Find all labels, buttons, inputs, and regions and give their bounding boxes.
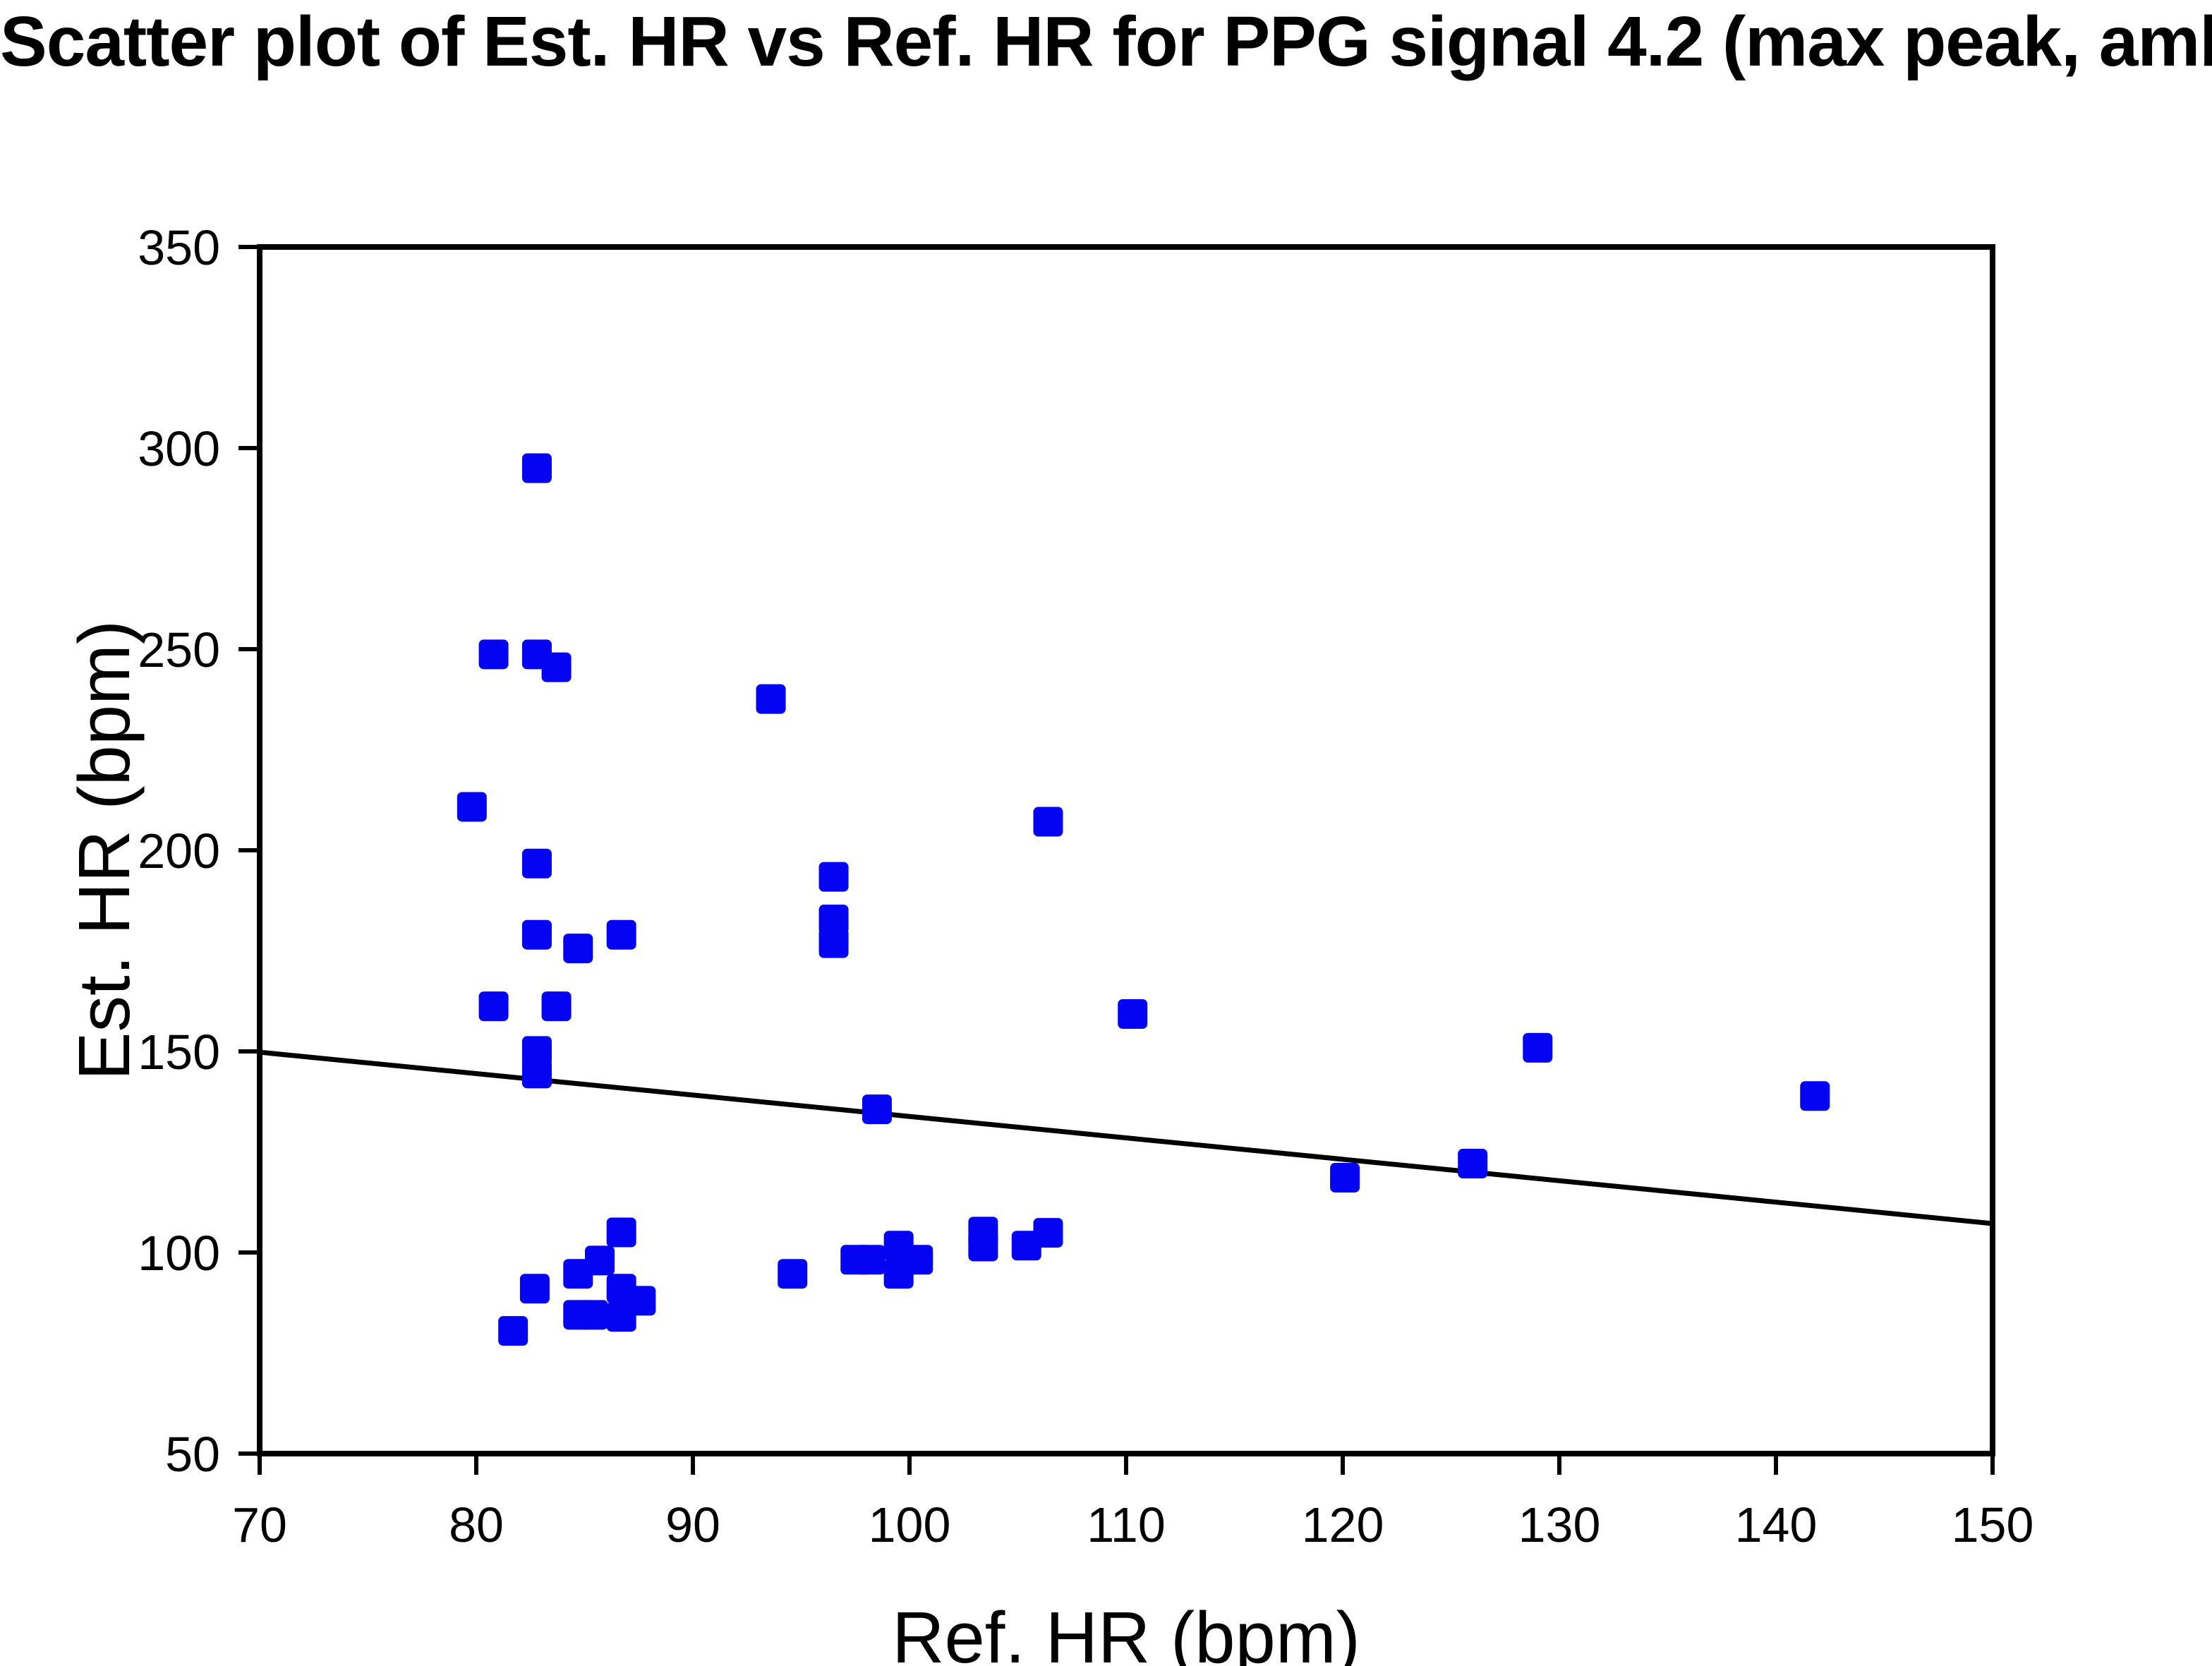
y-tick-label: 200 [138, 823, 220, 879]
scatter-point [1523, 1032, 1553, 1063]
scatter-point [1033, 807, 1063, 837]
scatter-point [606, 919, 636, 950]
scatter-point [903, 1245, 933, 1275]
scatter-point [457, 792, 487, 822]
x-axis-label: Ref. HR (bpm) [892, 1597, 1360, 1666]
scatter-point [778, 1259, 808, 1289]
y-axis-label: Est. HR (bpm) [64, 620, 145, 1081]
scatter-point [855, 1245, 886, 1275]
scatter-point [521, 1036, 552, 1066]
scatter-point [1118, 998, 1148, 1029]
scatter-point [519, 1274, 550, 1304]
scatter-point [563, 1259, 593, 1289]
scatter-point [862, 1094, 892, 1125]
chart-title: Scatter plot of Est. HR vs Ref. HR for P… [0, 2, 2212, 81]
x-tick-label: 150 [1952, 1497, 2034, 1552]
scatter-point [756, 684, 786, 714]
scatter-point [818, 862, 849, 892]
scatter-point [1033, 1218, 1063, 1248]
x-tick-label: 100 [869, 1497, 951, 1552]
scatter-point [521, 919, 552, 950]
x-tick-label: 130 [1518, 1497, 1601, 1552]
scatter-point [521, 848, 552, 879]
scatter-point [1458, 1149, 1488, 1179]
scatter-point [498, 1316, 528, 1346]
x-tick-label: 110 [1087, 1497, 1166, 1552]
scatter-point [818, 928, 849, 958]
y-tick-label: 50 [165, 1427, 220, 1482]
scatter-point [1800, 1081, 1830, 1111]
scatter-point [478, 991, 509, 1022]
x-tick-label: 70 [232, 1497, 287, 1552]
scatter-point [521, 1058, 552, 1089]
scatter-point [968, 1231, 998, 1262]
y-tick-label: 100 [138, 1226, 220, 1281]
y-tick-label: 250 [138, 622, 220, 677]
x-tick-label: 80 [449, 1497, 504, 1552]
scatter-point [541, 991, 572, 1022]
y-tick-label: 350 [138, 220, 220, 275]
x-tick-label: 120 [1302, 1497, 1384, 1552]
y-tick-label: 300 [138, 421, 220, 476]
y-tick-label: 150 [138, 1025, 220, 1080]
scatter-point [606, 1217, 636, 1248]
scatter-point [541, 652, 572, 682]
scatter-point [1330, 1162, 1360, 1193]
trend-line [259, 1049, 1993, 1226]
scatter-point [818, 905, 849, 935]
scatter-point [478, 639, 509, 670]
plot-frame [257, 244, 1995, 1456]
scatter-point [521, 453, 552, 483]
scatter-point [578, 1300, 608, 1330]
scatter-point [563, 934, 593, 964]
x-tick-label: 90 [665, 1497, 720, 1552]
x-tick-label: 140 [1735, 1497, 1818, 1552]
scatter-point [626, 1286, 656, 1316]
